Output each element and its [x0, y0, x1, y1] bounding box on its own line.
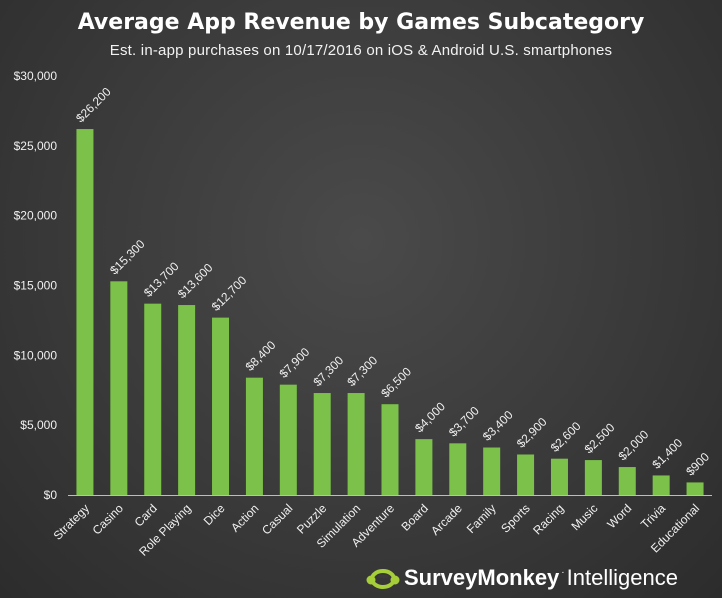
- y-tick-label: $15,000: [14, 279, 58, 293]
- data-label: $13,600: [175, 260, 216, 301]
- bar: [618, 467, 636, 495]
- bar: [178, 305, 196, 495]
- category-label: Casino: [90, 501, 127, 538]
- bar: [483, 447, 501, 495]
- data-label: $7,900: [277, 345, 313, 381]
- category-label: Card: [132, 501, 160, 529]
- bar: [686, 482, 704, 495]
- data-label: $4,000: [412, 399, 448, 435]
- bar: [652, 475, 670, 495]
- category-label: Board: [398, 501, 431, 534]
- bar: [449, 443, 467, 495]
- data-label: $900: [683, 450, 712, 479]
- category-label: Strategy: [51, 501, 93, 543]
- bar: [517, 454, 535, 495]
- bar: [347, 393, 365, 495]
- bar: [313, 393, 331, 495]
- bar: [381, 404, 399, 495]
- bar: [584, 460, 602, 495]
- bar: [110, 281, 128, 495]
- y-tick-label: $10,000: [14, 348, 58, 362]
- bar: [279, 384, 297, 495]
- category-label: Arcade: [428, 501, 465, 538]
- chart-title: Average App Revenue by Games Subcategory: [77, 10, 645, 35]
- data-label: $3,700: [446, 403, 482, 439]
- category-label: Sports: [498, 501, 532, 535]
- data-label: $7,300: [310, 353, 346, 389]
- brand-name: SurveyMonkey: [404, 565, 560, 590]
- data-label: $6,500: [378, 364, 414, 400]
- bar: [76, 129, 94, 495]
- bar: [212, 317, 230, 495]
- category-label: Action: [228, 501, 261, 534]
- bar: [245, 377, 263, 495]
- category-label: Family: [464, 501, 499, 536]
- y-tick-label: $0: [44, 488, 58, 502]
- surveymonkey-logo: SurveyMonkey · Intelligence: [366, 563, 678, 593]
- data-label: $2,500: [582, 420, 618, 456]
- category-label: Trivia: [638, 501, 669, 532]
- data-label: $7,300: [344, 353, 380, 389]
- chart-subtitle: Est. in-app purchases on 10/17/2016 on i…: [109, 42, 613, 59]
- category-label: Dice: [201, 501, 228, 528]
- data-label: $8,400: [243, 338, 279, 374]
- bar: [415, 439, 433, 495]
- y-tick-label: $5,000: [20, 418, 57, 432]
- y-tick-label: $30,000: [14, 69, 58, 83]
- category-label: Word: [604, 501, 634, 531]
- data-label: $2,600: [548, 419, 584, 455]
- brand-separator: ·: [561, 567, 565, 578]
- data-label: $26,200: [73, 84, 114, 125]
- data-label: $2,000: [615, 427, 651, 463]
- brand-suffix: Intelligence: [566, 565, 678, 590]
- bar: [144, 303, 162, 495]
- y-tick-label: $20,000: [14, 209, 58, 223]
- data-label: $15,300: [107, 237, 148, 278]
- data-label: $1,400: [649, 435, 685, 471]
- data-label: $2,900: [514, 415, 550, 451]
- category-label: Music: [568, 501, 600, 533]
- category-label: Casual: [259, 501, 295, 537]
- monkey-logo-icon: [366, 569, 400, 589]
- data-label: $12,700: [209, 273, 250, 314]
- category-label: Racing: [530, 501, 566, 537]
- y-tick-label: $25,000: [14, 139, 58, 153]
- data-label: $13,700: [141, 259, 182, 300]
- data-label: $3,400: [480, 408, 516, 444]
- bar: [550, 458, 568, 495]
